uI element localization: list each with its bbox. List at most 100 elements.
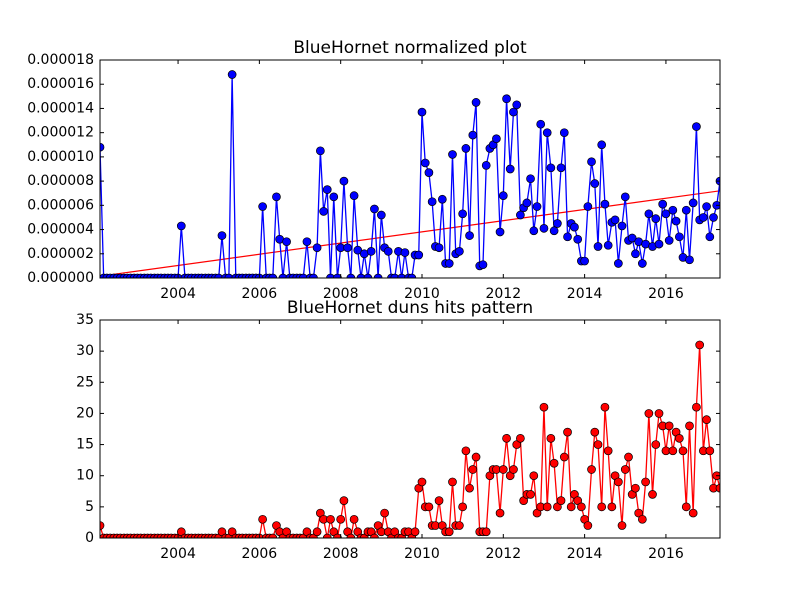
marker <box>583 521 593 530</box>
marker <box>468 465 478 474</box>
marker <box>688 198 698 208</box>
marker <box>448 477 457 487</box>
marker <box>627 233 637 243</box>
marker <box>563 232 572 242</box>
marker <box>637 259 647 268</box>
marker <box>444 527 454 537</box>
marker <box>224 273 234 278</box>
marker <box>546 433 556 443</box>
marker <box>397 273 407 278</box>
marker <box>542 502 552 512</box>
marker <box>681 205 691 215</box>
marker <box>458 209 467 219</box>
marker <box>685 255 694 265</box>
marker <box>390 273 400 278</box>
marker <box>492 134 501 144</box>
marker <box>620 192 630 202</box>
marker <box>417 107 427 117</box>
marker <box>637 514 647 524</box>
marker <box>302 237 312 247</box>
marker <box>664 421 674 431</box>
marker <box>549 226 559 236</box>
axes-frame <box>99 59 721 279</box>
marker <box>366 247 376 256</box>
marker <box>546 163 556 173</box>
marker <box>597 140 607 150</box>
y-tick-label: 0.000014 <box>27 100 94 116</box>
marker <box>481 161 491 170</box>
marker <box>407 273 417 278</box>
y-tick-label: 0.000010 <box>27 149 94 165</box>
y-tick-label: 0.000004 <box>27 222 94 238</box>
marker <box>648 490 657 499</box>
plot-area <box>100 340 720 538</box>
y-tick-label: 0.000008 <box>27 173 94 189</box>
marker <box>539 223 549 233</box>
marker <box>509 465 518 474</box>
marker <box>417 477 427 487</box>
marker <box>346 273 356 278</box>
marker <box>268 273 278 278</box>
y-tick-label: 0 <box>85 530 94 546</box>
x-tick-label: 2008 <box>323 286 359 302</box>
marker <box>688 508 698 518</box>
marker <box>414 250 424 260</box>
marker <box>329 192 339 202</box>
y-tick-label: 5 <box>85 499 94 515</box>
marker <box>356 273 366 278</box>
marker <box>556 496 566 505</box>
marker <box>516 210 525 220</box>
y-tick-label: 25 <box>76 374 94 390</box>
marker <box>539 402 549 412</box>
marker <box>664 236 674 245</box>
marker <box>532 202 542 211</box>
marker <box>542 128 552 138</box>
marker <box>658 199 668 209</box>
marker <box>614 259 623 268</box>
marker <box>559 128 569 138</box>
marker <box>309 273 318 278</box>
marker <box>272 192 281 202</box>
marker <box>478 260 488 270</box>
marker <box>427 197 437 207</box>
marker <box>498 465 508 474</box>
marker <box>698 213 708 222</box>
y-tick-label: 0.000018 <box>27 52 94 68</box>
marker <box>471 452 481 462</box>
marker <box>498 191 508 200</box>
marker <box>583 202 593 211</box>
marker <box>709 213 718 222</box>
marker <box>580 256 589 266</box>
marker <box>685 421 694 431</box>
marker <box>333 273 342 278</box>
marker <box>326 273 335 278</box>
x-tick-label: 2014 <box>567 546 603 562</box>
marker <box>624 452 633 462</box>
marker <box>353 245 363 255</box>
marker <box>420 158 430 168</box>
marker <box>590 427 600 437</box>
marker <box>529 471 539 481</box>
subplot: BlueHornet normalized plot 0.000000 0.0000… <box>27 38 721 302</box>
x-tick-label: 2016 <box>648 286 684 302</box>
marker <box>214 273 224 278</box>
marker <box>316 146 325 156</box>
y-tick-label: 10 <box>76 468 94 484</box>
marker <box>461 144 471 153</box>
marker <box>461 446 471 456</box>
x-tick-label: 2004 <box>160 546 196 562</box>
y-tick-label: 20 <box>76 405 94 421</box>
marker <box>668 205 678 215</box>
marker <box>600 402 610 412</box>
marker <box>495 508 505 518</box>
marker <box>536 119 546 129</box>
marker <box>617 521 627 530</box>
marker <box>336 514 346 524</box>
marker <box>631 483 640 493</box>
marker <box>343 243 352 253</box>
marker <box>465 483 474 493</box>
marker <box>434 496 444 505</box>
marker <box>468 130 478 140</box>
marker <box>312 243 322 253</box>
